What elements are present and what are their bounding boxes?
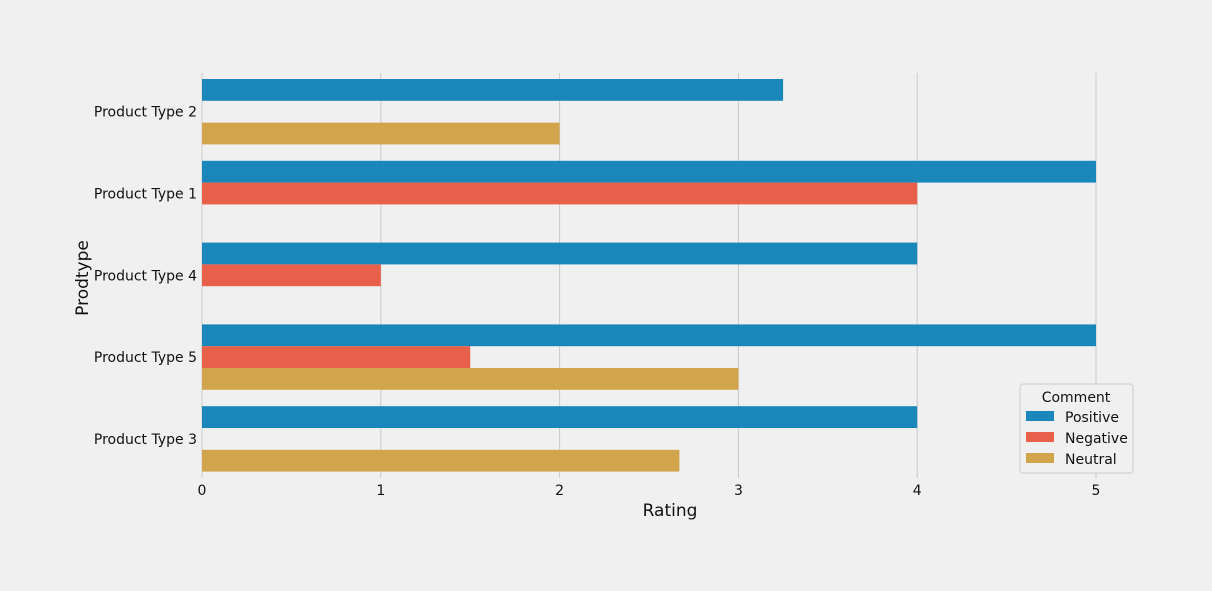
legend-title: Comment bbox=[1042, 390, 1111, 406]
bar-negative-product-type-1 bbox=[202, 182, 918, 205]
y-tick-label: Product Type 4 bbox=[94, 268, 197, 284]
x-tick-label: 4 bbox=[913, 483, 922, 499]
y-tick-label: Product Type 5 bbox=[94, 350, 197, 366]
legend-label-positive: Positive bbox=[1065, 410, 1119, 426]
legend-label-negative: Negative bbox=[1065, 431, 1128, 447]
x-tick-label: 2 bbox=[555, 483, 564, 499]
x-tick-label: 3 bbox=[734, 483, 743, 499]
x-tick-label: 5 bbox=[1092, 483, 1101, 499]
legend-swatch-neutral bbox=[1026, 453, 1054, 463]
bar-positive-product-type-3 bbox=[202, 406, 918, 428]
legend-box bbox=[1019, 383, 1134, 474]
bar-positive-product-type-1 bbox=[202, 160, 1096, 183]
x-axis-label: Rating bbox=[643, 501, 698, 521]
bar-positive-product-type-5 bbox=[202, 324, 1096, 347]
bar-negative-product-type-5 bbox=[202, 346, 471, 368]
y-tick-labels: Product Type 2 Product Type 1 Product Type… bbox=[94, 105, 197, 448]
y-tick-label: Product Type 2 bbox=[94, 105, 197, 121]
x-tick-labels: 0 1 2 3 4 5 bbox=[198, 483, 1101, 499]
legend-items: Positive Negative Neutral bbox=[1026, 410, 1128, 468]
y-tick-label: Product Type 3 bbox=[94, 432, 197, 448]
y-tick-label: Product Type 1 bbox=[94, 187, 197, 203]
legend-swatch-positive bbox=[1026, 411, 1054, 421]
bar-positive-product-type-4 bbox=[202, 242, 918, 265]
bar-neutral-product-type-2 bbox=[202, 122, 560, 145]
legend-swatch-negative bbox=[1026, 432, 1054, 442]
legend: Comment Positive Negative Neutral bbox=[1019, 383, 1134, 474]
bar-neutral-product-type-5 bbox=[202, 368, 739, 390]
x-tick-label: 1 bbox=[376, 483, 385, 499]
x-tick-label: 0 bbox=[198, 483, 207, 499]
bars bbox=[202, 79, 1096, 472]
bar-negative-product-type-4 bbox=[202, 264, 381, 287]
y-axis-label: Prodtype bbox=[73, 240, 93, 316]
legend-label-neutral: Neutral bbox=[1065, 452, 1117, 468]
bar-positive-product-type-2 bbox=[202, 79, 784, 101]
bar-neutral-product-type-3 bbox=[202, 449, 680, 472]
